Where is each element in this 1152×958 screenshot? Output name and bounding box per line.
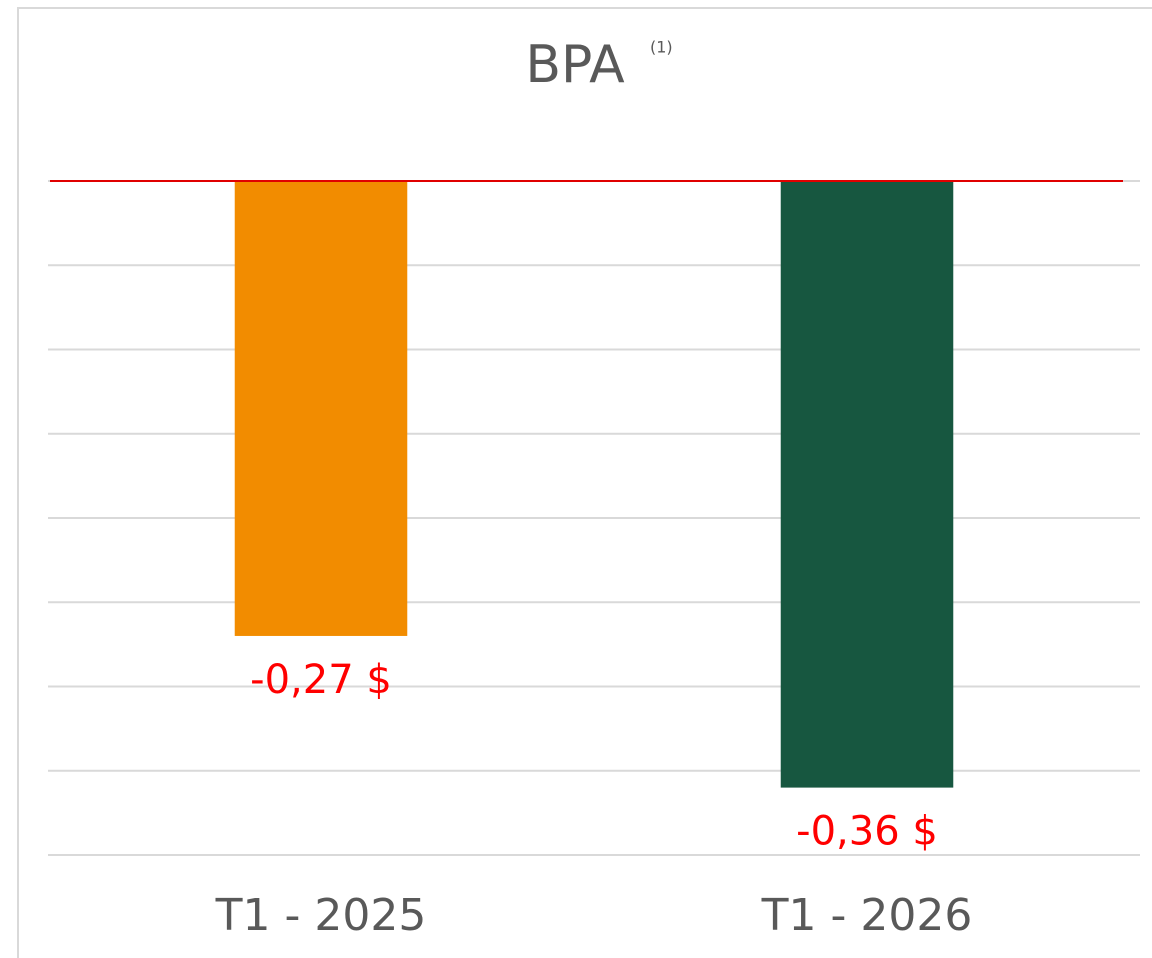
- value-label: -0,36 $: [796, 809, 938, 855]
- value-label: -0,27 $: [250, 657, 392, 703]
- title-superscript: (1): [650, 38, 673, 57]
- chart-frame: [17, 7, 1152, 958]
- bar: [234, 181, 408, 636]
- x-tick-label: T1 - 2026: [761, 890, 973, 941]
- chart-title: BPA: [525, 35, 625, 95]
- x-tick-label: T1 - 2025: [215, 890, 427, 941]
- bar: [780, 181, 954, 788]
